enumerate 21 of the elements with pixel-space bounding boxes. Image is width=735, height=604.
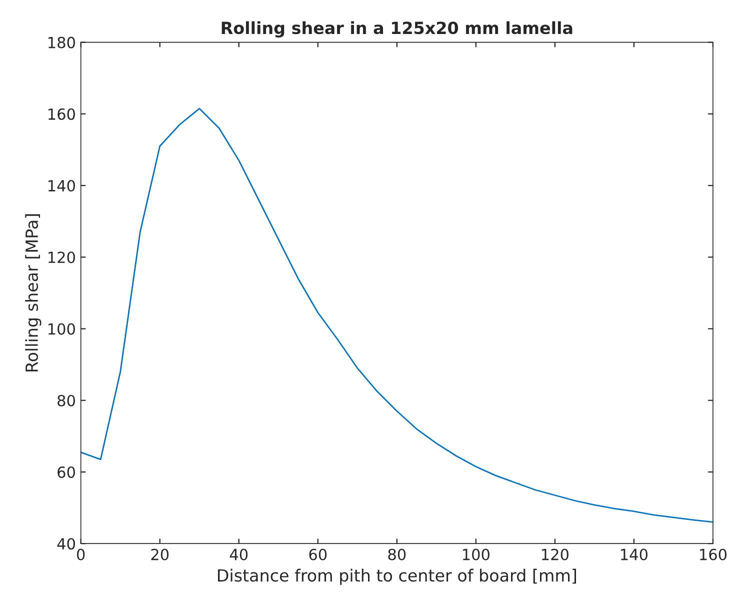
y-tick-label: 140 [48, 180, 75, 192]
x-tick-label: 100 [463, 548, 490, 560]
x-tick-label: 80 [388, 548, 406, 560]
chart-title: Rolling shear in a 125x20 mm lamella [222, 21, 572, 38]
x-tick-label: 140 [621, 548, 648, 560]
x-tick-label: 40 [230, 548, 248, 560]
line-series [80, 108, 713, 523]
x-tick-label: 60 [309, 548, 327, 560]
x-tick-label: 160 [700, 548, 727, 560]
y-tick-label: 80 [58, 394, 75, 406]
y-tick-label: 120 [48, 252, 75, 264]
y-tick-label: 100 [48, 323, 75, 335]
x-tick-label: 120 [542, 548, 568, 560]
y-tick-label: 160 [48, 108, 75, 120]
y-axis-title: Rolling shear [MPa] [25, 214, 42, 372]
y-tick-label: 180 [48, 36, 75, 48]
x-tick-label: 0 [76, 548, 85, 560]
y-tick-label: 40 [57, 538, 75, 550]
y-tick-label: 60 [58, 466, 75, 478]
x-tick-label: 20 [151, 548, 169, 560]
x-axis-title: Distance from pith to center of board [mm] [218, 568, 576, 585]
